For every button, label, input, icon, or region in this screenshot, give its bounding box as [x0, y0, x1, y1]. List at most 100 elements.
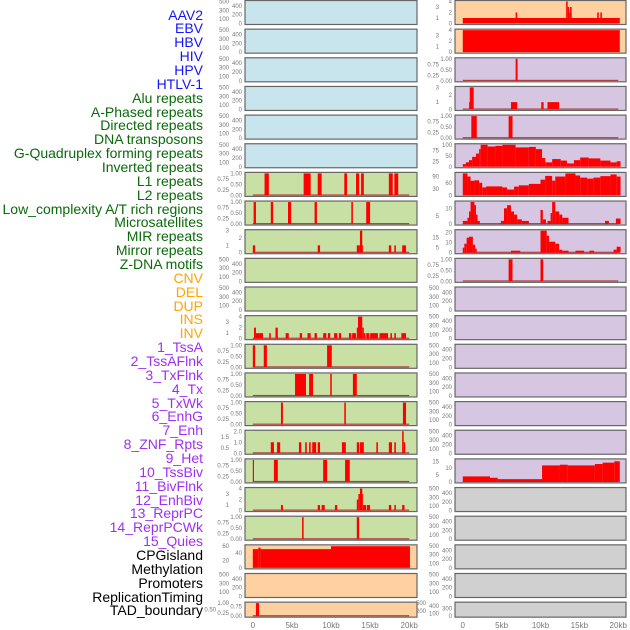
baseline-line — [252, 337, 410, 339]
data-bar — [361, 173, 364, 196]
panel-frame — [454, 572, 627, 599]
track-label: DNA transposons — [94, 131, 203, 148]
x-tick-label: 0 — [251, 621, 256, 630]
y-tick-label: 0 — [449, 566, 453, 572]
x-tick-label: 10kb — [322, 621, 340, 630]
panel-frame — [244, 229, 418, 255]
panel-frame — [454, 257, 627, 283]
x-tick-label: 10kb — [532, 621, 550, 630]
baseline-line — [252, 452, 410, 454]
y-tick-label: 0.00 — [440, 136, 452, 142]
data-bar — [528, 183, 541, 196]
data-bar — [394, 333, 396, 339]
panel-background — [245, 143, 417, 168]
panel-frame — [244, 200, 418, 226]
data-bar — [479, 149, 481, 167]
data-bar — [341, 442, 346, 454]
y-tick-label: 300 — [219, 581, 230, 587]
data-bar — [567, 7, 570, 24]
data-bar — [462, 30, 620, 53]
y-tick-label: 400 — [442, 405, 453, 411]
y-tick-label: 0.50 — [230, 354, 242, 360]
panel-frame — [454, 0, 627, 26]
data-bar — [475, 248, 477, 253]
data-bar — [462, 476, 490, 482]
y-tick-label: 400 — [232, 262, 243, 268]
data-bar — [510, 211, 515, 225]
y-tick-label: 0.50 — [440, 268, 452, 274]
data-bar — [370, 333, 378, 339]
y-tick-label: 0 — [239, 107, 243, 113]
y-tick-label: 0 — [449, 193, 453, 199]
track-label: 13_ReprPC — [129, 505, 203, 522]
y-tick-label: 0.25 — [217, 360, 229, 366]
y-tick-label: 10 — [445, 206, 452, 212]
data-bar — [359, 442, 364, 454]
y-tick-label: 10 — [445, 241, 452, 247]
y-tick-label: 500 — [219, 143, 230, 149]
data-bar — [357, 316, 363, 339]
track-panel-right-16: 0 5 10 15 — [432, 458, 627, 486]
data-bar — [597, 12, 599, 24]
data-bar — [388, 173, 393, 196]
y-tick-label: 500 — [219, 57, 230, 63]
y-tick-label: 400 — [442, 548, 453, 554]
y-tick-label: 1.0 — [234, 440, 243, 446]
data-bar — [323, 333, 327, 339]
data-bar — [307, 333, 311, 339]
y-tick-label: 0 — [449, 480, 453, 486]
y-tick-label: 0 — [449, 509, 453, 515]
y-tick-label: 200 — [232, 13, 243, 19]
track-panel-right-7: 0 5 10 — [436, 200, 627, 228]
data-bar — [562, 217, 569, 225]
y-tick-label: 4 — [449, 0, 453, 6]
panel-background — [455, 544, 626, 569]
track-panel-left-6: 0.000.250.500.751.00 — [217, 171, 418, 199]
y-tick-label: 15 — [432, 459, 439, 465]
data-bar — [487, 146, 496, 167]
data-bar — [464, 243, 467, 253]
y-tick-label: 60 — [222, 544, 229, 550]
data-bar — [468, 236, 473, 253]
data-bar — [535, 149, 543, 167]
y-tick-label: 0.75 — [217, 463, 229, 469]
y-tick-label: 200 — [232, 41, 243, 47]
track-panel-left-14: 0.000.250.500.751.00 — [217, 401, 418, 429]
y-tick-label: 400 — [232, 119, 243, 125]
y-tick-label: 0 — [449, 394, 453, 400]
data-bar — [508, 259, 513, 282]
track-label: INV — [179, 325, 203, 342]
y-tick-label: 300 — [429, 495, 440, 501]
y-tick-label: 0 — [239, 136, 243, 142]
data-bar — [602, 462, 615, 482]
y-tick-label: 1.00 — [230, 171, 242, 177]
panel-background — [455, 344, 626, 369]
panel-frame — [454, 85, 627, 112]
y-tick-label: 0 — [449, 365, 453, 371]
data-bar — [559, 214, 563, 225]
data-bar — [362, 327, 364, 339]
track-label: 8_ZNF_Rpts — [123, 436, 203, 453]
data-bar — [352, 333, 357, 339]
track-panel-left-19: 0 20 40 60 — [222, 544, 418, 572]
track-panel-left-21: 0.000.250.50 0.751.00 — [204, 601, 418, 620]
track-panel-left-18: 0.000.250.500.751.00 — [217, 515, 418, 543]
y-tick-label: 1.00 — [440, 57, 452, 63]
data-bar — [614, 461, 620, 482]
data-bar — [366, 505, 371, 511]
y-tick-label: 0 — [239, 251, 243, 257]
y-tick-label: 0 — [449, 337, 453, 343]
data-bar — [508, 116, 513, 139]
panel-background — [455, 602, 626, 618]
data-bar — [468, 102, 470, 110]
data-bar — [588, 158, 601, 167]
y-tick-label: 0.5 — [221, 446, 230, 452]
y-tick-label: 0.00 — [440, 279, 452, 285]
y-tick-label: 300 — [429, 352, 440, 358]
y-tick-label: 10 — [445, 466, 452, 472]
data-bar — [477, 220, 480, 225]
track-label: 6_EnhG — [151, 408, 203, 425]
